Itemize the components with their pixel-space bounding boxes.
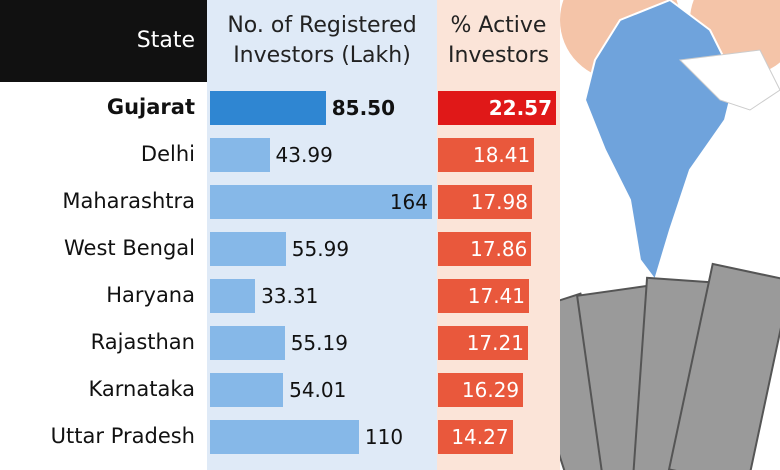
value-label: 18.41 xyxy=(472,142,531,167)
value-label: 17.86 xyxy=(470,236,528,261)
bar xyxy=(438,278,530,313)
bar xyxy=(438,231,532,266)
category-label: Haryana xyxy=(106,283,195,307)
value-label: 55.99 xyxy=(291,236,350,261)
bar xyxy=(438,325,528,360)
bar xyxy=(210,184,432,219)
value-label: 164 xyxy=(389,189,428,214)
value-label: 85.50 xyxy=(331,95,395,120)
category-label: Uttar Pradesh xyxy=(50,424,195,448)
value-label: 14.27 xyxy=(451,424,509,449)
category-header: State xyxy=(136,28,195,53)
value-label: 33.31 xyxy=(261,283,319,308)
category-label: Gujarat xyxy=(106,95,195,119)
bar xyxy=(210,419,359,454)
category-label: Delhi xyxy=(140,142,195,166)
bar xyxy=(210,325,285,360)
category-label: Rajasthan xyxy=(90,330,195,354)
value-label: 55.19 xyxy=(290,330,348,355)
decoration xyxy=(560,0,780,470)
bar xyxy=(210,231,286,266)
bar xyxy=(438,137,535,172)
bar xyxy=(438,90,556,125)
series-header: % Active Investors xyxy=(447,13,550,68)
series-header: No. of Registered Investors (Lakh) xyxy=(227,13,417,68)
category-label: West Bengal xyxy=(64,236,195,260)
category-label: Maharashtra xyxy=(62,189,195,213)
bar xyxy=(438,419,513,454)
value-label: 17.21 xyxy=(466,330,524,355)
value-label: 110 xyxy=(364,424,404,449)
value-label: 43.99 xyxy=(275,142,333,167)
bar xyxy=(210,137,270,172)
category-label: Karnataka xyxy=(88,377,195,401)
bar xyxy=(210,278,256,313)
bar xyxy=(210,90,326,125)
value-label: 54.01 xyxy=(289,377,347,402)
value-label: 17.41 xyxy=(467,283,526,308)
header-bg xyxy=(0,0,207,82)
value-label: 16.29 xyxy=(461,377,520,402)
bar xyxy=(438,184,532,219)
value-label: 22.57 xyxy=(488,95,552,120)
bar xyxy=(438,372,524,407)
bar xyxy=(210,372,284,407)
value-label: 17.98 xyxy=(470,189,528,214)
